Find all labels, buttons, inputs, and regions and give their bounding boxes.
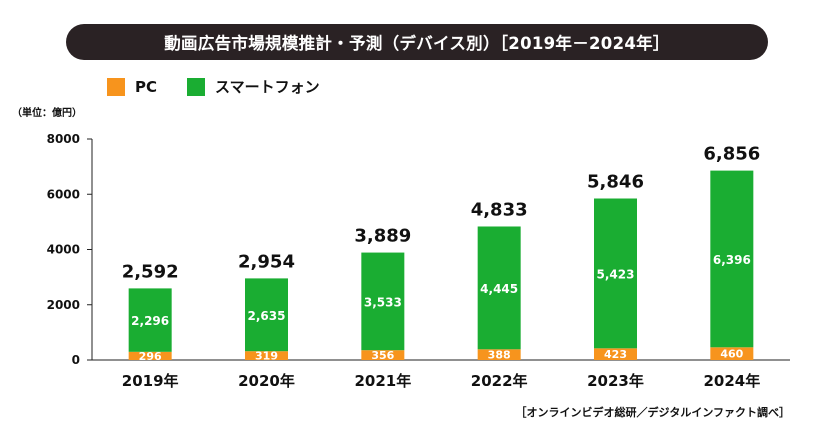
x-tick-label-0: 2019年 bbox=[122, 372, 179, 390]
data-label-smartphone-3: 4,445 bbox=[480, 282, 518, 296]
unit-label: （単位：億円） bbox=[12, 108, 82, 119]
bar-smartphone-3 bbox=[477, 226, 521, 350]
legend-item-pc: PC bbox=[107, 77, 158, 96]
data-label-pc-4: 423 bbox=[604, 348, 627, 361]
legend-item-smartphone: スマートフォン bbox=[187, 76, 320, 97]
legend-label-smartphone: スマートフォン bbox=[215, 78, 320, 96]
bar-smartphone-4 bbox=[594, 198, 637, 349]
x-tick-label-1: 2020年 bbox=[238, 372, 295, 390]
bar-pc-0 bbox=[128, 351, 172, 360]
data-label-smartphone-2: 3,533 bbox=[364, 295, 402, 309]
x-tick-label-4: 2023年 bbox=[587, 372, 644, 390]
bar-smartphone-0 bbox=[128, 288, 172, 352]
total-label-2: 3,889 bbox=[354, 226, 411, 247]
legend-swatch-smartphone bbox=[187, 77, 206, 96]
bar-pc-1 bbox=[245, 351, 288, 360]
data-label-smartphone-1: 2,635 bbox=[248, 309, 286, 323]
legend-swatch-pc bbox=[107, 77, 125, 96]
bar-pc-2 bbox=[361, 350, 405, 360]
total-label-3: 4,833 bbox=[471, 199, 528, 220]
y-tick-label-4: 8000 bbox=[47, 132, 80, 146]
legend-label-pc: PC bbox=[135, 77, 158, 96]
source-note: ［オンラインビデオ総研／デジタルインファクト調べ］ bbox=[515, 406, 790, 419]
bar-smartphone-1 bbox=[245, 278, 288, 352]
y-tick-label-1: 2000 bbox=[47, 298, 80, 312]
total-label-5: 6,856 bbox=[703, 144, 760, 165]
data-label-pc-1: 319 bbox=[255, 350, 278, 363]
bar-pc-4 bbox=[594, 348, 637, 360]
data-label-pc-5: 460 bbox=[720, 348, 743, 361]
data-label-smartphone-4: 5,423 bbox=[597, 267, 635, 281]
x-tick-label-3: 2022年 bbox=[471, 372, 528, 390]
bar-smartphone-2 bbox=[361, 252, 405, 351]
bar-smartphone-5 bbox=[710, 170, 754, 348]
x-tick-label-2: 2021年 bbox=[354, 372, 411, 390]
total-label-1: 2,954 bbox=[238, 251, 295, 272]
data-label-pc-3: 388 bbox=[488, 349, 511, 362]
total-label-0: 2,592 bbox=[122, 261, 179, 282]
y-tick-label-2: 4000 bbox=[47, 243, 80, 257]
data-label-smartphone-0: 2,296 bbox=[131, 314, 169, 328]
data-label-pc-0: 296 bbox=[139, 350, 162, 363]
bar-pc-3 bbox=[477, 349, 521, 360]
x-tick-label-5: 2024年 bbox=[703, 372, 760, 390]
chart-title: 動画広告市場規模推計・予測（デバイス別）［2019年－2024年］ bbox=[66, 24, 768, 60]
data-label-pc-2: 356 bbox=[371, 349, 394, 362]
legend: PC スマートフォン bbox=[107, 76, 320, 97]
bar-pc-5 bbox=[710, 347, 754, 360]
y-tick-label-3: 6000 bbox=[47, 187, 80, 201]
total-label-4: 5,846 bbox=[587, 172, 644, 193]
y-tick-label-0: 0 bbox=[72, 353, 80, 367]
data-label-smartphone-5: 6,396 bbox=[713, 253, 751, 267]
